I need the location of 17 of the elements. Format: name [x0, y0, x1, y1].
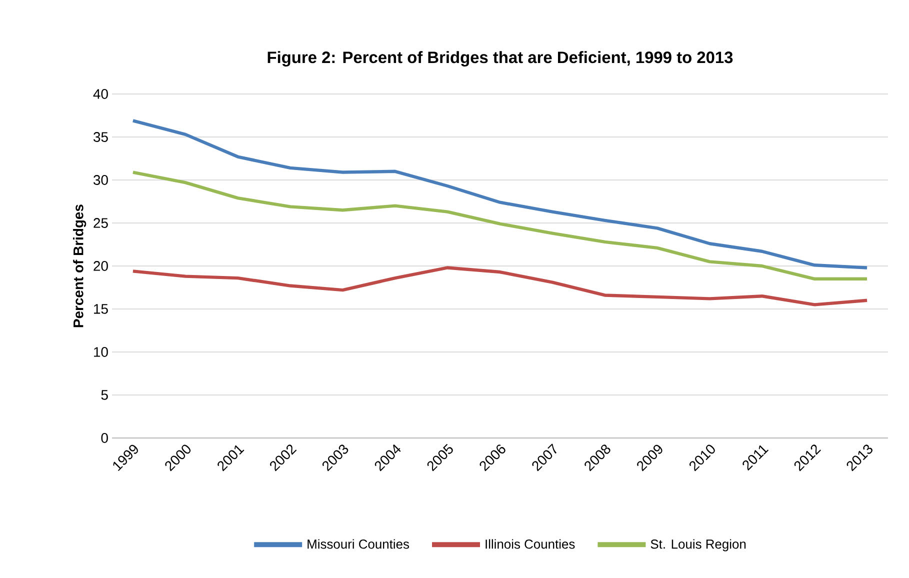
line-series	[131, 266, 869, 306]
y-tick-label: 0	[101, 433, 108, 443]
legend-label: Missouri Counties	[308, 539, 410, 549]
y-tick-label: 35	[94, 132, 108, 142]
y-tick-label: 25	[94, 218, 108, 228]
y-tick-label: 20	[94, 261, 108, 271]
legend-label: St. Louis Region	[650, 539, 746, 552]
line-series	[131, 119, 869, 270]
chart-title: Figure 2: Percent of Bridges that are Deficient, 1999 to 2013	[268, 51, 733, 66]
y-axis-title: Percent of Bridges	[73, 204, 86, 328]
line-series	[131, 170, 869, 280]
legend-label: Illinois Counties	[486, 539, 575, 549]
y-tick-label: 30	[94, 175, 108, 185]
y-tick-label: 10	[94, 347, 108, 357]
y-tick-label: 5	[101, 390, 108, 400]
y-tick-label: 40	[93, 89, 108, 99]
y-tick-label: 15	[94, 304, 108, 314]
